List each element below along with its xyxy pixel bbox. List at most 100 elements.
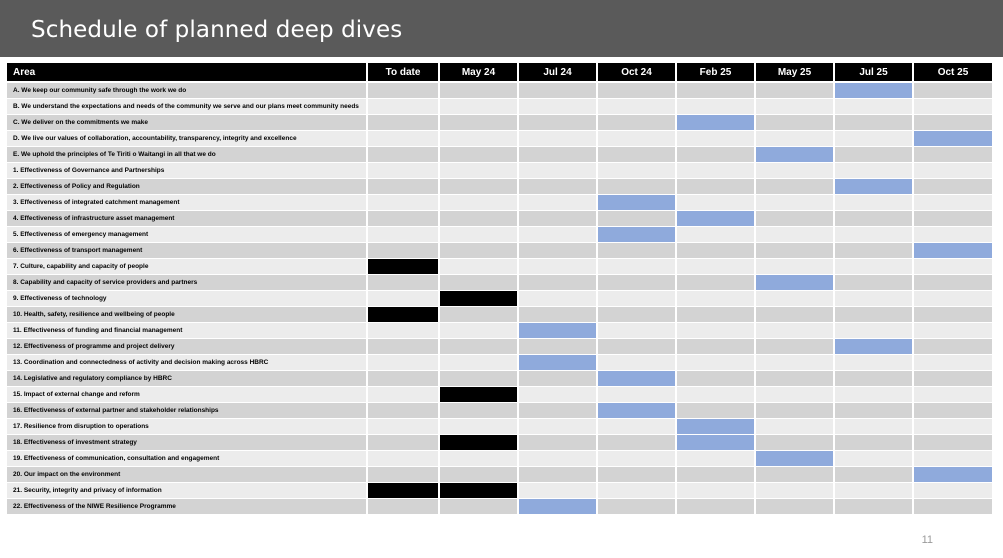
- schedule-cell: [756, 483, 833, 499]
- schedule-cell: [835, 467, 912, 483]
- area-label: E. We uphold the principles of Te Tiriti…: [7, 147, 366, 163]
- planned-deep-dive-cell: [835, 339, 912, 355]
- schedule-cell: [519, 483, 596, 499]
- table-row: 8. Capability and capacity of service pr…: [7, 275, 992, 291]
- planned-deep-dive-cell: [835, 179, 912, 195]
- schedule-cell: [914, 435, 992, 451]
- schedule-cell: [440, 179, 517, 195]
- schedule-cell: [519, 131, 596, 147]
- planned-deep-dive-cell: [519, 355, 596, 371]
- table-row: 21. Security, integrity and privacy of i…: [7, 483, 992, 499]
- schedule-cell: [519, 467, 596, 483]
- completed-deep-dive-cell: [368, 483, 438, 499]
- schedule-cell: [598, 451, 675, 467]
- schedule-cell: [756, 259, 833, 275]
- schedule-cell: [440, 115, 517, 131]
- schedule-cell: [440, 355, 517, 371]
- table-row: 6. Effectiveness of transport management: [7, 243, 992, 259]
- schedule-cell: [598, 355, 675, 371]
- planned-deep-dive-cell: [914, 131, 992, 147]
- schedule-cell: [519, 371, 596, 387]
- table-row: 14. Legislative and regulatory complianc…: [7, 371, 992, 387]
- area-label: 7. Culture, capability and capacity of p…: [7, 259, 366, 275]
- schedule-cell: [598, 387, 675, 403]
- schedule-cell: [835, 99, 912, 115]
- schedule-cell: [440, 147, 517, 163]
- schedule-cell: [835, 419, 912, 435]
- schedule-cell: [440, 131, 517, 147]
- schedule-cell: [756, 163, 833, 179]
- schedule-cell: [677, 83, 754, 99]
- area-label: 12. Effectiveness of programme and proje…: [7, 339, 366, 355]
- schedule-cell: [598, 179, 675, 195]
- schedule-cell: [677, 499, 754, 515]
- schedule-cell: [368, 275, 438, 291]
- schedule-cell: [677, 259, 754, 275]
- schedule-cell: [598, 99, 675, 115]
- schedule-cell: [598, 163, 675, 179]
- table-row: A. We keep our community safe through th…: [7, 83, 992, 99]
- area-label: 15. Impact of external change and reform: [7, 387, 366, 403]
- schedule-cell: [756, 499, 833, 515]
- schedule-cell: [914, 179, 992, 195]
- schedule-cell: [368, 115, 438, 131]
- area-label: 1. Effectiveness of Governance and Partn…: [7, 163, 366, 179]
- schedule-cell: [440, 371, 517, 387]
- table-row: 12. Effectiveness of programme and proje…: [7, 339, 992, 355]
- schedule-cell: [756, 323, 833, 339]
- schedule-cell: [677, 323, 754, 339]
- schedule-cell: [756, 211, 833, 227]
- schedule-cell: [368, 291, 438, 307]
- schedule-cell: [677, 371, 754, 387]
- schedule-cell: [677, 227, 754, 243]
- schedule-cell: [914, 339, 992, 355]
- schedule-cell: [440, 195, 517, 211]
- planned-deep-dive-cell: [677, 419, 754, 435]
- area-label: 9. Effectiveness of technology: [7, 291, 366, 307]
- area-label: C. We deliver on the commitments we make: [7, 115, 366, 131]
- schedule-cell: [368, 355, 438, 371]
- schedule-cell: [519, 179, 596, 195]
- schedule-cell: [914, 195, 992, 211]
- schedule-cell: [519, 147, 596, 163]
- schedule-cell: [677, 451, 754, 467]
- schedule-cell: [440, 275, 517, 291]
- table-row: 17. Resilience from disruption to operat…: [7, 419, 992, 435]
- table-row: 11. Effectiveness of funding and financi…: [7, 323, 992, 339]
- schedule-cell: [440, 419, 517, 435]
- table-row: 16. Effectiveness of external partner an…: [7, 403, 992, 419]
- schedule-cell: [598, 499, 675, 515]
- schedule-cell: [368, 227, 438, 243]
- schedule-cell: [914, 147, 992, 163]
- schedule-cell: [835, 323, 912, 339]
- schedule-cell: [368, 323, 438, 339]
- schedule-cell: [756, 179, 833, 195]
- schedule-cell: [914, 83, 992, 99]
- schedule-cell: [914, 99, 992, 115]
- schedule-cell: [756, 339, 833, 355]
- schedule-cell: [677, 131, 754, 147]
- schedule-cell: [440, 227, 517, 243]
- schedule-cell: [835, 147, 912, 163]
- schedule-cell: [519, 83, 596, 99]
- schedule-cell: [756, 99, 833, 115]
- schedule-cell: [519, 195, 596, 211]
- area-label: 5. Effectiveness of emergency management: [7, 227, 366, 243]
- schedule-cell: [598, 147, 675, 163]
- area-label: 4. Effectiveness of infrastructure asset…: [7, 211, 366, 227]
- schedule-cell: [756, 307, 833, 323]
- planned-deep-dive-cell: [677, 211, 754, 227]
- completed-deep-dive-cell: [368, 259, 438, 275]
- schedule-cell: [440, 403, 517, 419]
- schedule-cell: [368, 387, 438, 403]
- schedule-cell: [519, 243, 596, 259]
- area-label: 17. Resilience from disruption to operat…: [7, 419, 366, 435]
- area-label: 19. Effectiveness of communication, cons…: [7, 451, 366, 467]
- schedule-cell: [677, 147, 754, 163]
- schedule-cell: [677, 99, 754, 115]
- schedule-cell: [677, 163, 754, 179]
- column-header-oct-24: Oct 24: [598, 63, 675, 83]
- schedule-cell: [368, 163, 438, 179]
- schedule-cell: [835, 307, 912, 323]
- table-row: 20. Our impact on the environment: [7, 467, 992, 483]
